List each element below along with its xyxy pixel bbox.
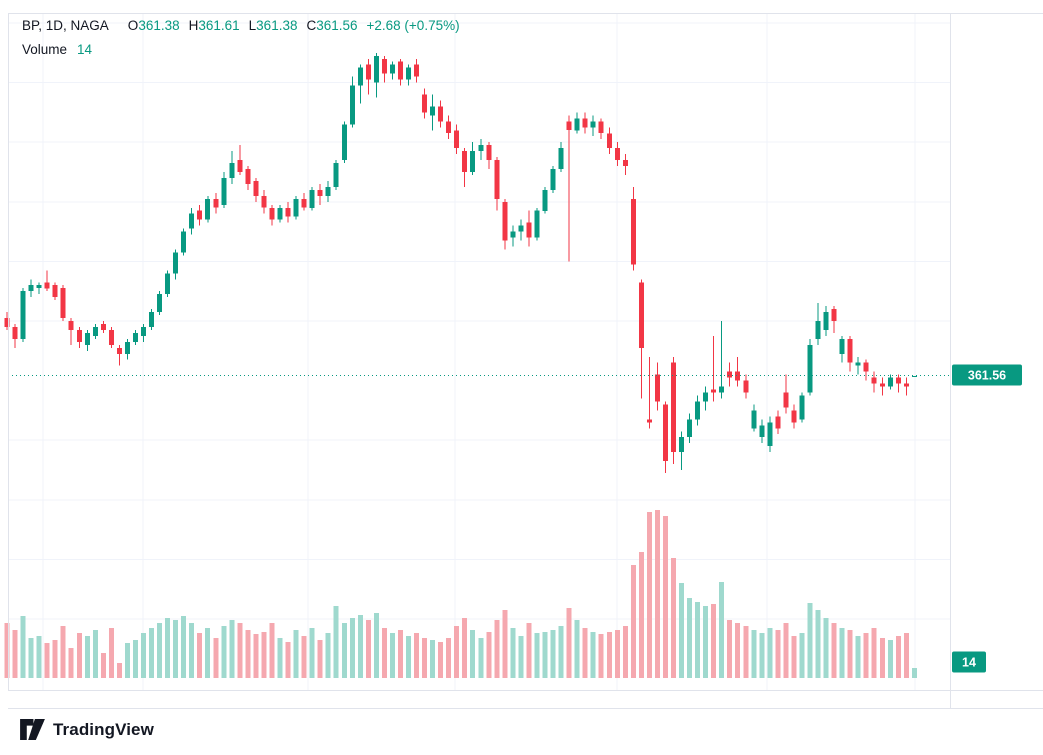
high-label: H [188,18,199,33]
candlestick-series [4,52,917,473]
volume-legend: Volume 14 [22,40,92,60]
open-value: 361.38 [138,18,180,33]
volume-value: 14 [77,42,93,57]
volume-label[interactable]: Volume [22,42,68,57]
price-axis[interactable]: 480.00 460.00 440.00 420.00 400.00 380.0… [951,13,1043,690]
time-axis[interactable]: 2025 Feb Mar Apr May Jun [0,690,1043,709]
last-price-badge: 361.56 [952,364,1022,386]
tradingview-logo-icon [20,719,45,740]
volume-bars [4,510,917,678]
symbol-title[interactable]: BP, 1D, NAGA [22,18,109,33]
high-value: 361.61 [198,18,240,33]
tradingview-attribution[interactable]: TradingView [20,719,154,740]
close-value: 361.56 [316,18,358,33]
grid-lines [8,13,950,690]
close-label: C [306,18,317,33]
pane-borders [8,13,1043,709]
open-label: O [127,18,139,33]
ohlc-legend: BP, 1D, NAGA O361.38 H361.61 L361.38 C361.56… [22,16,460,36]
low-label: L [248,18,257,33]
last-volume-badge: 14 [952,651,986,673]
change-value: +2.68 (+0.75%) [366,18,460,33]
tradingview-logo-text: TradingView [53,719,154,739]
low-value: 361.38 [256,18,298,33]
